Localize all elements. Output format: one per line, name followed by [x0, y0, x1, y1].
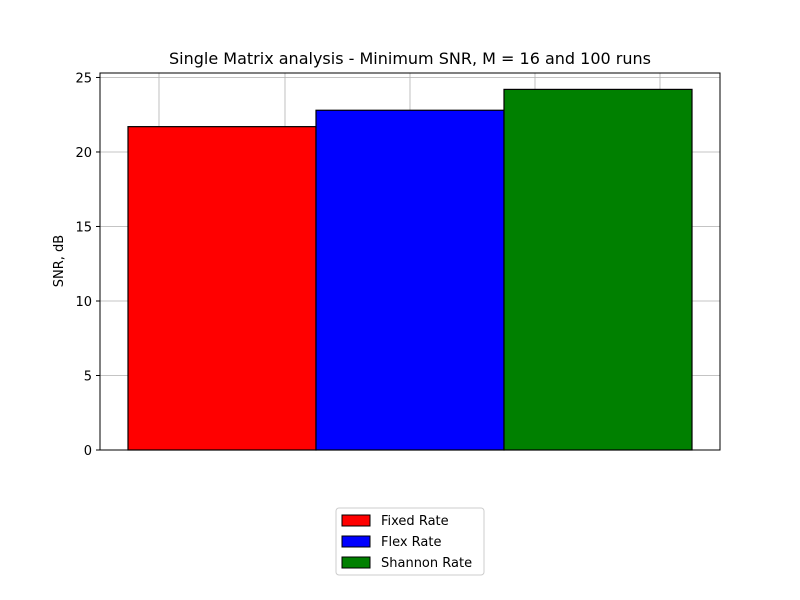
y-tick-label: 10 [75, 295, 92, 310]
bar-shannon-rate [503, 88, 693, 451]
legend-label: Fixed Rate [381, 514, 449, 529]
y-axis: 0 5 10 15 20 25 [75, 71, 100, 459]
bar-flex-rate [315, 109, 505, 451]
legend-swatch [341, 514, 371, 527]
bars [127, 88, 693, 451]
y-tick-label: 0 [84, 444, 92, 459]
legend-swatch [341, 556, 371, 569]
chart-title: Single Matrix analysis - Minimum SNR, M … [169, 49, 651, 68]
y-tick-label: 25 [75, 71, 92, 86]
bar-fixed-rate [127, 126, 317, 451]
legend-label: Flex Rate [381, 535, 442, 550]
y-axis-label: SNR, dB [52, 235, 67, 287]
y-tick-label: 15 [75, 220, 92, 235]
legend: Fixed Rate Flex Rate Shannon Rate [335, 507, 485, 576]
legend-box [335, 507, 485, 576]
y-tick-label: 5 [84, 369, 92, 384]
legend-swatch [341, 535, 371, 548]
legend-label: Shannon Rate [381, 556, 472, 571]
y-tick-label: 20 [75, 146, 92, 161]
plot-frame [99, 72, 721, 451]
